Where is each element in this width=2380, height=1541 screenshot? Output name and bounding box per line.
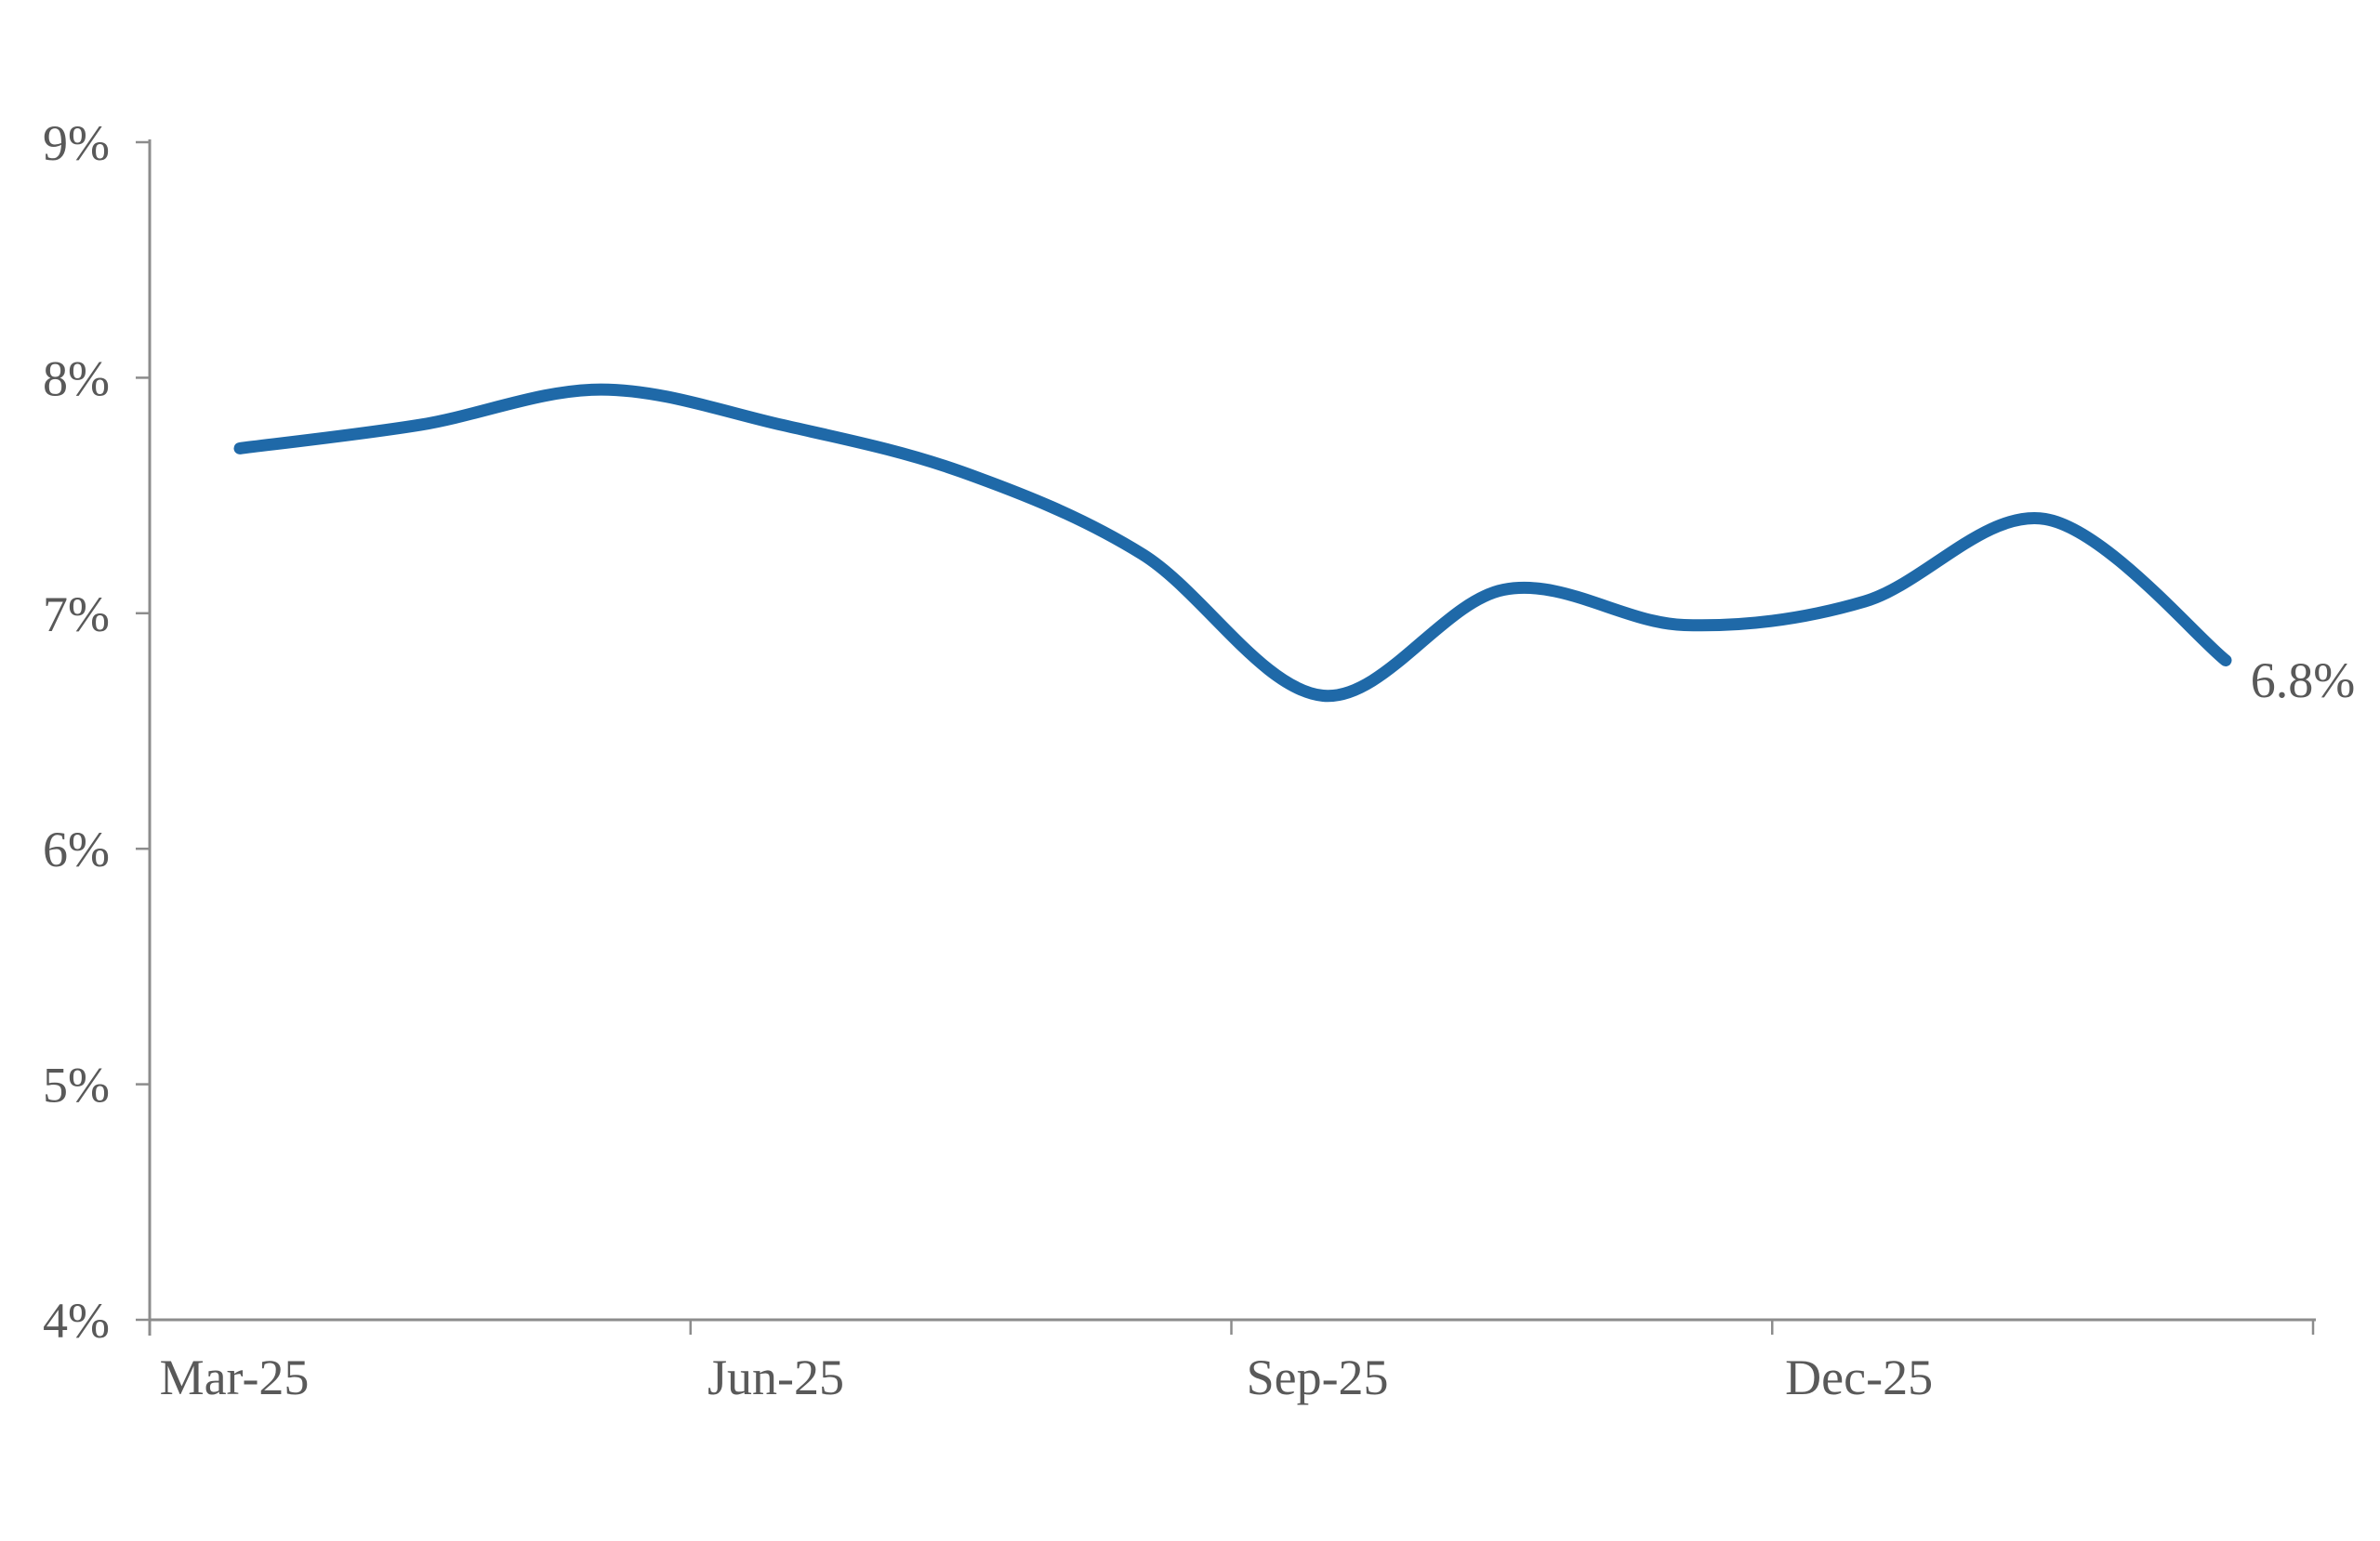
labels-layer: 9% 8% 7% 6% 5% 4% Mar-25 Jun-25 Sep-25 Dec-25 6.8%	[43, 115, 2355, 1405]
series-line	[233, 383, 2232, 703]
last-point-data-label: 6.8%	[2251, 652, 2355, 708]
x-axis-tick-label: Jun-25	[707, 1350, 844, 1405]
y-axis-tick-label: 8%	[43, 350, 110, 406]
y-axis-tick-label: 4%	[43, 1293, 110, 1349]
y-axis-tick-label: 9%	[43, 115, 110, 171]
x-axis-tick-label: Dec-25	[1785, 1350, 1933, 1405]
y-axis-tick-label: 7%	[43, 586, 110, 642]
axes-layer	[136, 139, 2316, 1336]
x-axis-tick-label: Sep-25	[1247, 1350, 1389, 1405]
series-layer	[233, 383, 2232, 703]
x-axis-tick-label: Mar-25	[160, 1350, 310, 1405]
y-axis-tick-label: 5%	[43, 1058, 110, 1113]
y-axis-tick-label: 6%	[43, 822, 110, 877]
